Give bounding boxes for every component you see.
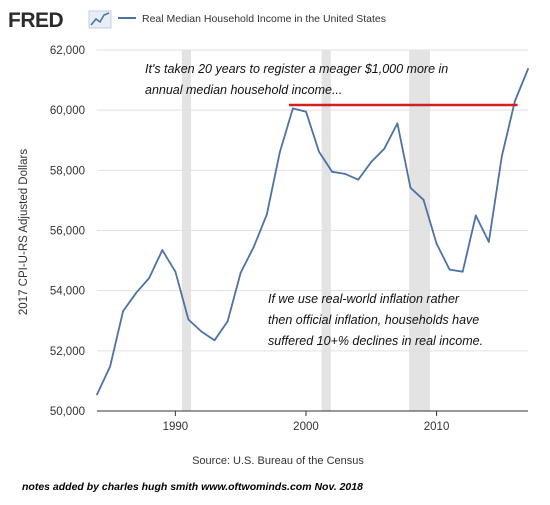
data-point-2011 — [448, 268, 451, 271]
data-point-2014 — [487, 241, 490, 243]
data-point-1987 — [135, 291, 138, 294]
y-tick-label: 52,000 — [50, 346, 85, 358]
data-point-1993 — [213, 339, 216, 342]
footer-note: notes added by charles hugh smith www.of… — [22, 481, 363, 493]
y-tick-label: 58,000 — [50, 165, 85, 177]
annotation-mid-line-1: If we use real-world inflation rather — [268, 292, 460, 306]
y-axis-label: 2017 CPI-U-RS Adjusted Dollars — [18, 149, 30, 315]
grid — [97, 49, 528, 352]
data-point-2010 — [435, 242, 438, 245]
data-point-1997 — [265, 213, 268, 216]
data-point-1989 — [161, 249, 164, 251]
y-tick-label: 54,000 — [50, 286, 85, 298]
data-points — [96, 68, 529, 396]
data-point-2013 — [474, 214, 477, 217]
data-point-2008 — [409, 186, 412, 189]
data-point-1994 — [226, 320, 229, 323]
data-point-1996 — [252, 246, 255, 248]
data-point-1995 — [239, 271, 242, 274]
y-axis: 50,000 52,000 54,000 56,000 58,000 60,000 62,0… — [50, 45, 85, 418]
annotation-mid-line-3: suffered 10+% declines in real income. — [268, 334, 483, 348]
data-point-2017 — [527, 68, 529, 70]
data-point-2003 — [344, 173, 347, 175]
x-tick-label: 1990 — [163, 421, 189, 433]
data-point-1986 — [122, 310, 125, 313]
x-axis: 1990 2000 2010 — [163, 411, 450, 433]
source-label: Source: U.S. Bureau of the Census — [192, 455, 364, 467]
data-point-2009 — [422, 198, 425, 201]
y-tick-label: 62,000 — [50, 45, 85, 57]
annotation-top-line-2: annual median household income... — [145, 83, 342, 97]
data-point-1992 — [200, 330, 203, 333]
data-point-1991 — [187, 318, 190, 321]
line-chart-icon — [88, 10, 112, 29]
data-point-2004 — [357, 178, 360, 181]
fred-logo: FRED — [8, 9, 64, 32]
x-tick-label: 2000 — [293, 421, 319, 433]
data-point-1998 — [278, 151, 281, 154]
data-point-1985 — [109, 365, 111, 368]
annotation-mid-line-2: then official inflation, households have — [268, 313, 479, 327]
data-point-2001 — [318, 150, 320, 153]
data-point-2002 — [331, 170, 333, 173]
y-tick-label: 60,000 — [50, 105, 85, 117]
data-point-2000 — [305, 110, 307, 113]
data-point-1990 — [174, 270, 177, 273]
legend-label: Real Median Household Income in the Unit… — [142, 13, 386, 25]
data-point-2015 — [500, 154, 503, 157]
data-point-1999 — [292, 107, 294, 110]
data-point-2016 — [514, 100, 516, 103]
x-tick-label: 2010 — [424, 421, 450, 433]
data-point-2005 — [370, 161, 373, 163]
series-line — [96, 68, 529, 395]
data-point-2007 — [396, 122, 399, 125]
data-point-2006 — [383, 147, 386, 150]
y-tick-label: 56,000 — [50, 226, 85, 238]
data-point-1984 — [96, 393, 98, 396]
data-point-1988 — [148, 277, 151, 279]
y-tick-label: 50,000 — [50, 406, 85, 418]
data-point-2012 — [461, 270, 464, 273]
annotation-top-line-1: It's taken 20 years to register a meager… — [145, 62, 448, 76]
